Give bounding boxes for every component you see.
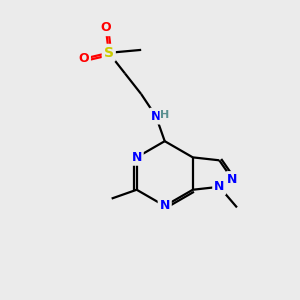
Text: S: S [104, 46, 114, 60]
Text: O: O [78, 52, 89, 65]
Text: N: N [151, 110, 161, 123]
Text: N: N [214, 180, 224, 193]
Text: N: N [131, 151, 142, 164]
Text: O: O [100, 21, 111, 34]
Text: H: H [160, 110, 169, 120]
Text: N: N [160, 200, 170, 212]
Text: N: N [227, 173, 238, 186]
